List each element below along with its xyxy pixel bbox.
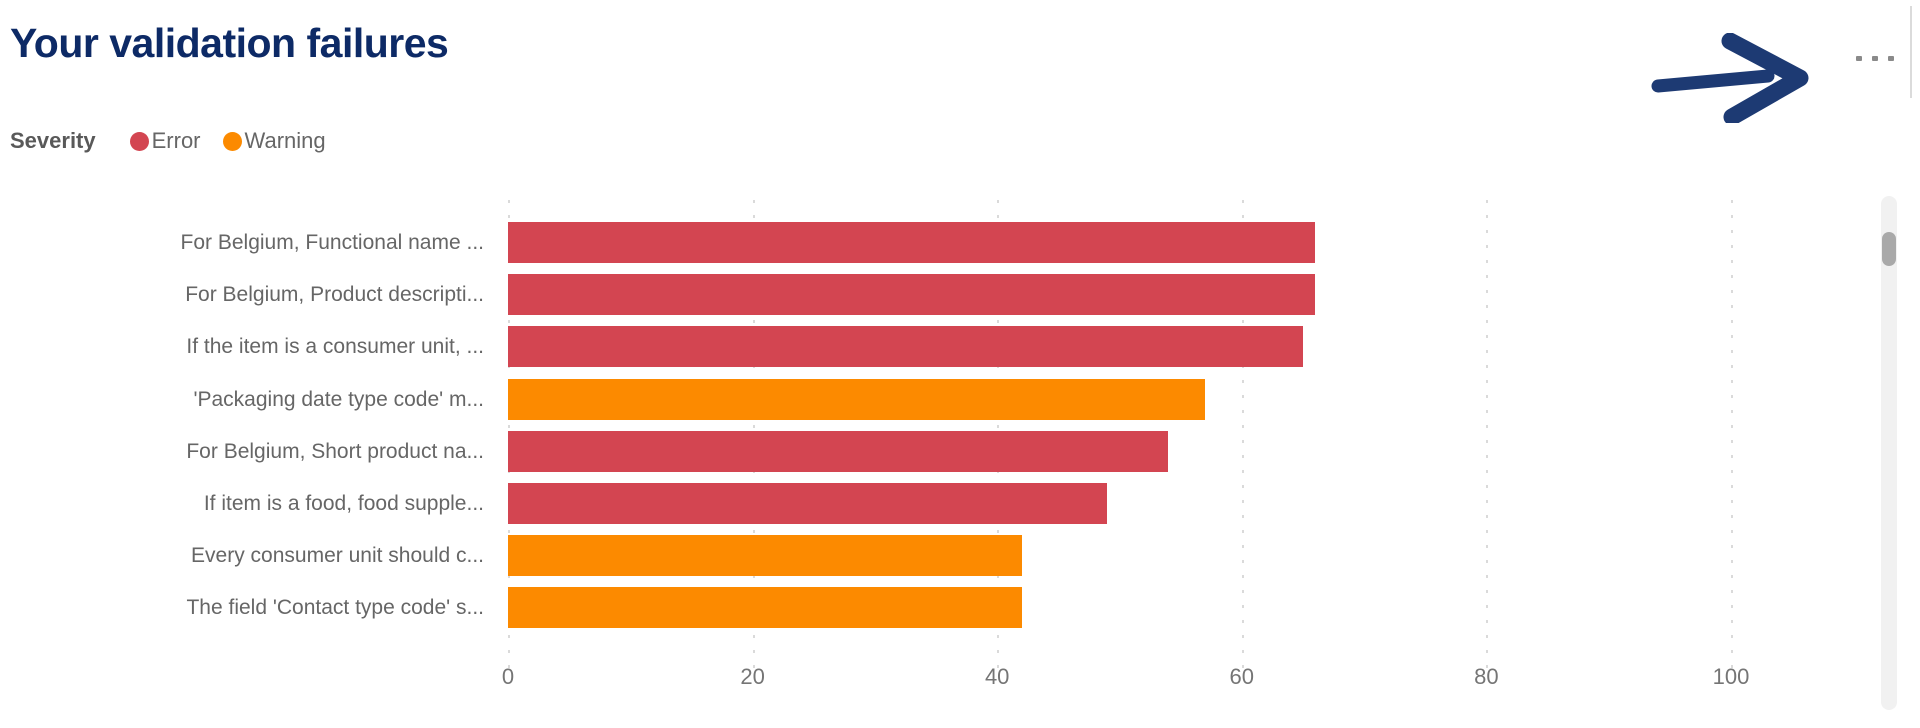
- x-axis-tick-label: 0: [501, 664, 515, 689]
- legend-title: Severity: [10, 128, 96, 153]
- legend-item-error[interactable]: Error: [129, 128, 201, 154]
- gridline: [1731, 200, 1733, 668]
- gridline: [1241, 200, 1244, 668]
- ellipsis-dot: [1856, 56, 1862, 61]
- category-label: For Belgium, Product descripti...: [185, 283, 484, 307]
- bar-error[interactable]: [508, 274, 1316, 316]
- legend-item-warning[interactable]: Warning: [222, 128, 326, 154]
- category-label: The field 'Contact type code' s...: [186, 596, 484, 620]
- page-title: Your validation failures: [10, 20, 449, 66]
- bar-error[interactable]: [508, 326, 1303, 368]
- legend-item-label: Warning: [244, 128, 326, 153]
- bar-warning[interactable]: [508, 378, 1206, 420]
- bar-chart-plot-area: [508, 196, 1748, 668]
- gridline: [1486, 200, 1489, 668]
- category-label: If the item is a consumer unit, ...: [186, 335, 484, 359]
- x-axis-tick-label: 60: [1229, 664, 1255, 689]
- bar-error[interactable]: [508, 222, 1316, 263]
- category-label: If item is a food, food supple...: [203, 492, 484, 515]
- ellipsis-dot: [1872, 56, 1878, 61]
- bar-warning[interactable]: [508, 587, 1022, 629]
- warning-color-dot: [222, 131, 242, 151]
- legend: Severity Error Warning: [10, 128, 348, 154]
- scrollbar-thumb[interactable]: [1882, 232, 1896, 266]
- bar-warning[interactable]: [508, 535, 1022, 577]
- pane-divider: [1910, 6, 1912, 98]
- category-label: 'Packaging date type code' m...: [193, 387, 484, 411]
- error-color-dot: [129, 131, 149, 151]
- more-options-button[interactable]: [1852, 52, 1898, 65]
- category-label: For Belgium, Short product na...: [186, 439, 484, 463]
- x-axis-tick-label: 80: [1474, 664, 1499, 689]
- category-label: Every consumer unit should c...: [191, 544, 484, 568]
- x-axis-tick-label: 40: [984, 664, 1010, 689]
- annotation-arrow-icon: [1651, 33, 1809, 123]
- bar-error[interactable]: [508, 483, 1108, 524]
- x-axis-tick-label: 20: [740, 664, 765, 689]
- legend-item-label: Error: [151, 128, 201, 153]
- category-label: For Belgium, Functional name ...: [180, 231, 484, 254]
- bar-error[interactable]: [508, 430, 1169, 472]
- scrollbar-track[interactable]: [1881, 196, 1897, 710]
- ellipsis-dot: [1888, 56, 1894, 61]
- category-axis: For Belgium, Functional name ... For Belg…: [0, 196, 496, 660]
- value-axis: 0 20 40 60 80 100: [502, 664, 1750, 694]
- x-axis-tick-label: 100: [1712, 664, 1750, 689]
